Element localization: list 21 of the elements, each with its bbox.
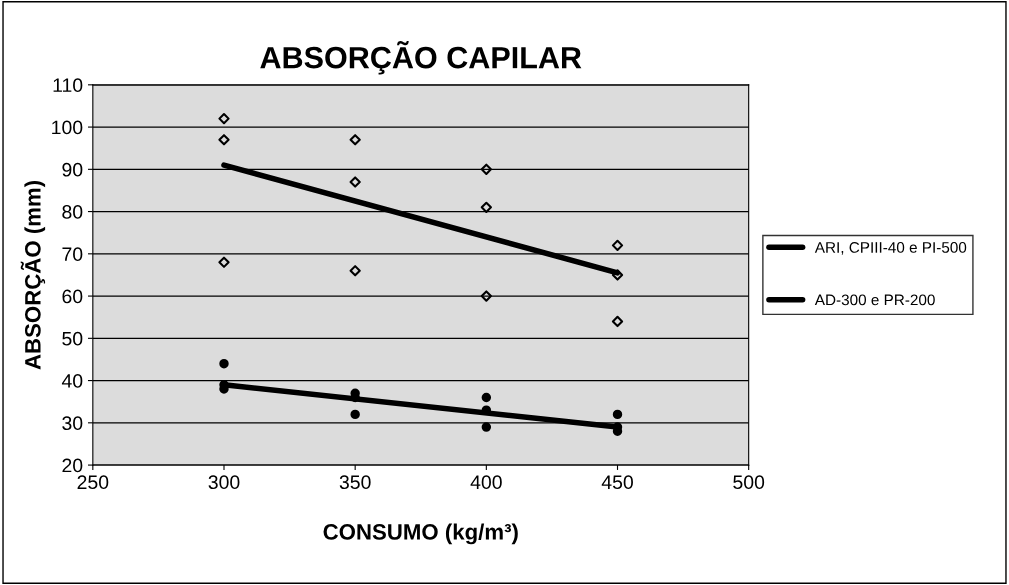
y-tick-label: 110 [53,78,83,93]
y-tick-label: 60 [62,289,83,304]
y-tick-label: 30 [62,416,83,431]
chart-title: ABSORÇÃO CAPILAR [260,40,582,75]
x-tick-label: 500 [733,475,765,490]
x-tick-label: 450 [601,475,633,490]
x-tick-label: 300 [208,475,240,490]
legend-label: AD-300 e PR-200 [814,294,935,306]
y-tick-label: 70 [62,247,83,262]
y-tick-label: 50 [62,331,83,346]
x-tick-label: 400 [470,475,502,490]
y-tick-label: 100 [52,120,83,135]
y-tick-label: 20 [62,458,83,473]
legend-label: ARI, CPIII-40 e PI-500 [814,242,967,255]
y-axis-title: ABSORÇÃO (mm) [20,180,46,370]
x-tick-label: 350 [339,475,371,490]
x-axis-title: CONSUMO (kg/m³) [323,523,518,545]
y-tick-label: 90 [62,162,83,177]
x-tick-label: 250 [77,475,109,490]
y-tick-label: 40 [61,374,83,388]
y-tick-label: 80 [62,205,83,219]
